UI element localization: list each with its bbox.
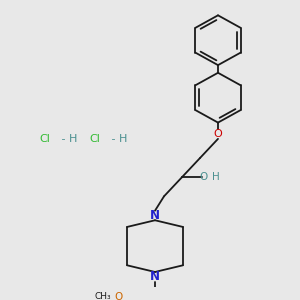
Text: N: N <box>150 209 160 222</box>
Text: O: O <box>214 129 222 139</box>
Text: O: O <box>199 172 207 182</box>
Text: CH₃: CH₃ <box>94 292 111 300</box>
Text: Cl: Cl <box>90 134 101 144</box>
Text: O: O <box>114 292 123 300</box>
Text: Cl: Cl <box>40 134 50 144</box>
Text: N: N <box>150 270 160 283</box>
Text: - H: - H <box>58 134 77 144</box>
Text: H: H <box>212 172 220 182</box>
Text: - H: - H <box>108 134 128 144</box>
